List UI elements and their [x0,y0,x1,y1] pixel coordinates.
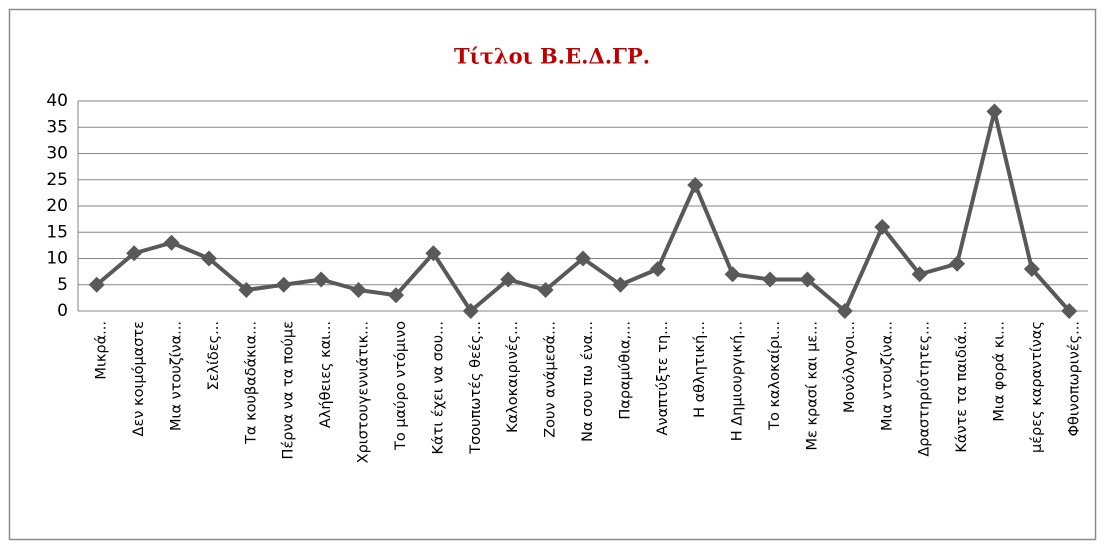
marker [836,303,853,319]
marker [88,276,105,293]
marker [911,266,928,283]
y-tick-label: 5 [57,275,68,295]
x-tick-label: Ζουν ανάμεσά... [543,321,559,438]
x-tick-label: μέρες καραντίνας [1029,321,1045,453]
x-tick-label: Μια φορά κι... [991,321,1007,422]
marker [163,234,180,251]
marker [986,103,1003,120]
marker [238,282,255,298]
marker [1061,303,1078,319]
x-tick-label: Δεν κοιμόμαστε [131,321,147,436]
marker [949,255,966,272]
marker [126,245,143,262]
marker [462,303,479,319]
y-tick-label: 40 [46,91,68,111]
x-tick-label: Καλοκαιρινές... [505,321,521,433]
x-tick-label: Αναπτύξτε τη... [655,321,671,435]
y-tick-label: 20 [46,196,68,216]
marker [387,287,404,304]
y-tick-label: 35 [46,117,68,137]
x-tick-label: Κάτι έχει να σου... [430,321,446,454]
marker [724,266,741,283]
marker [687,177,704,193]
x-tick-label: Κάντε τα παιδιά... [954,321,970,453]
x-tick-label: Η αθλητική... [692,321,708,418]
y-tick-label: 15 [46,222,68,242]
x-tick-label: Το καλοκαίρι... [767,321,783,431]
marker [350,282,367,298]
x-tick-label: Μικρά... [94,321,110,380]
x-tick-label: Αλήθειες και... [318,321,334,428]
marker [275,276,292,293]
y-tick-label: 30 [46,144,68,164]
marker [874,219,891,235]
x-tick-label: Φθινοπωρινές... [1066,321,1082,436]
marker [200,250,217,267]
chart-border [8,8,1097,541]
marker [500,271,517,288]
x-tick-label: Παραμύθια,... [617,321,633,420]
x-tick-label: Να σου πω ένα... [580,321,596,442]
x-tick-label: Μια ντουζίνα... [879,321,895,431]
x-tick-label: Μια ντουζίνα... [169,321,185,431]
marker [799,271,816,288]
marker [575,250,591,267]
x-tick-label: Δραστηριότητες... [917,321,933,457]
marker [425,245,442,262]
chart-title: Τίτλοι Β.Ε.Δ.ΓΡ. [454,44,650,69]
marker [612,276,629,293]
x-tick-label: Τσουπωτές θεές... [468,321,484,455]
marker [1023,261,1040,277]
x-tick-label: Τα κουβαδάκια... [243,321,259,445]
marker [313,271,330,288]
x-tick-label: Χριστουγεννιάτικ... [356,321,372,463]
y-tick-label: 25 [46,170,68,190]
marker [537,282,554,298]
marker [649,261,666,277]
x-tick-label: Σελίδες... [206,321,222,391]
x-tick-label: Η Δημιουργική... [730,321,746,441]
y-tick-label: 0 [57,301,68,321]
y-tick-label: 10 [46,249,68,269]
marker [762,271,779,288]
x-tick-label: Το μαύρο ντόμινο [393,321,409,451]
x-tick-label: Πέρνα να τα πούμε [281,321,297,459]
x-tick-label: Μονόλογοι... [842,321,858,413]
x-tick-label: Με κρασί και με... [804,321,820,450]
